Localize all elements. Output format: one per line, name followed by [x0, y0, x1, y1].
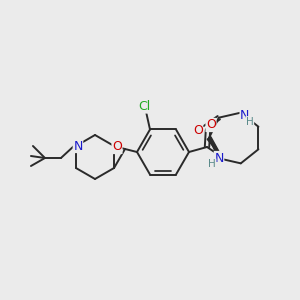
Text: N: N [240, 109, 250, 122]
Polygon shape [207, 137, 222, 157]
Text: H: H [208, 159, 216, 169]
Text: N: N [73, 140, 83, 152]
Text: O: O [206, 118, 216, 131]
Text: Cl: Cl [138, 100, 150, 113]
Text: N: N [214, 152, 224, 164]
Text: O: O [112, 140, 122, 154]
Text: H: H [246, 117, 254, 127]
Text: O: O [193, 124, 203, 137]
